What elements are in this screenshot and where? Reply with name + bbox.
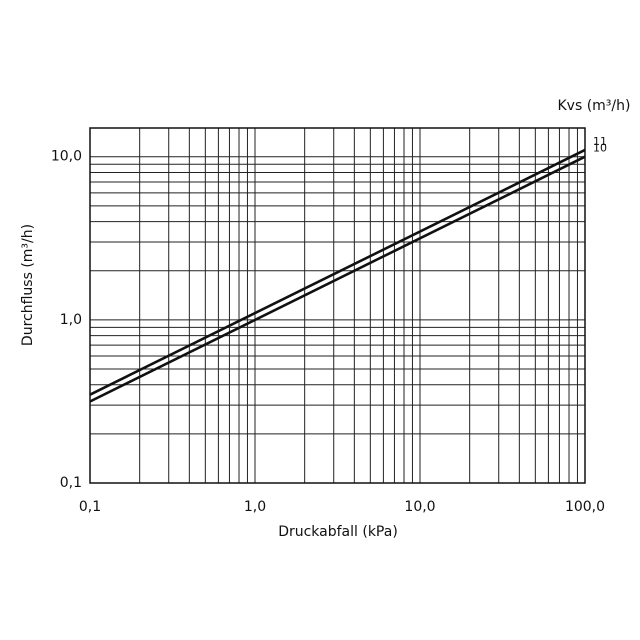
y-tick-label: 10,0	[51, 149, 82, 165]
series-line	[89, 155, 586, 403]
series-label: 11	[593, 135, 607, 148]
x-axis-label: Druckabfall (kPa)	[278, 524, 398, 540]
y-tick-label: 1,0	[60, 312, 82, 328]
y-tick-label: 0,1	[60, 475, 82, 491]
x-tick-label: 1,0	[244, 499, 266, 515]
series-line	[89, 148, 586, 396]
x-tick-label: 10,0	[404, 499, 435, 515]
x-tick-label: 100,0	[565, 499, 605, 515]
series-label: 10	[593, 142, 607, 155]
legend-title: Kvs (m³/h)	[558, 98, 631, 114]
x-tick-label: 0,1	[79, 499, 101, 515]
y-axis-label: Durchfluss (m³/h)	[20, 224, 36, 346]
plot-frame	[89, 127, 586, 484]
